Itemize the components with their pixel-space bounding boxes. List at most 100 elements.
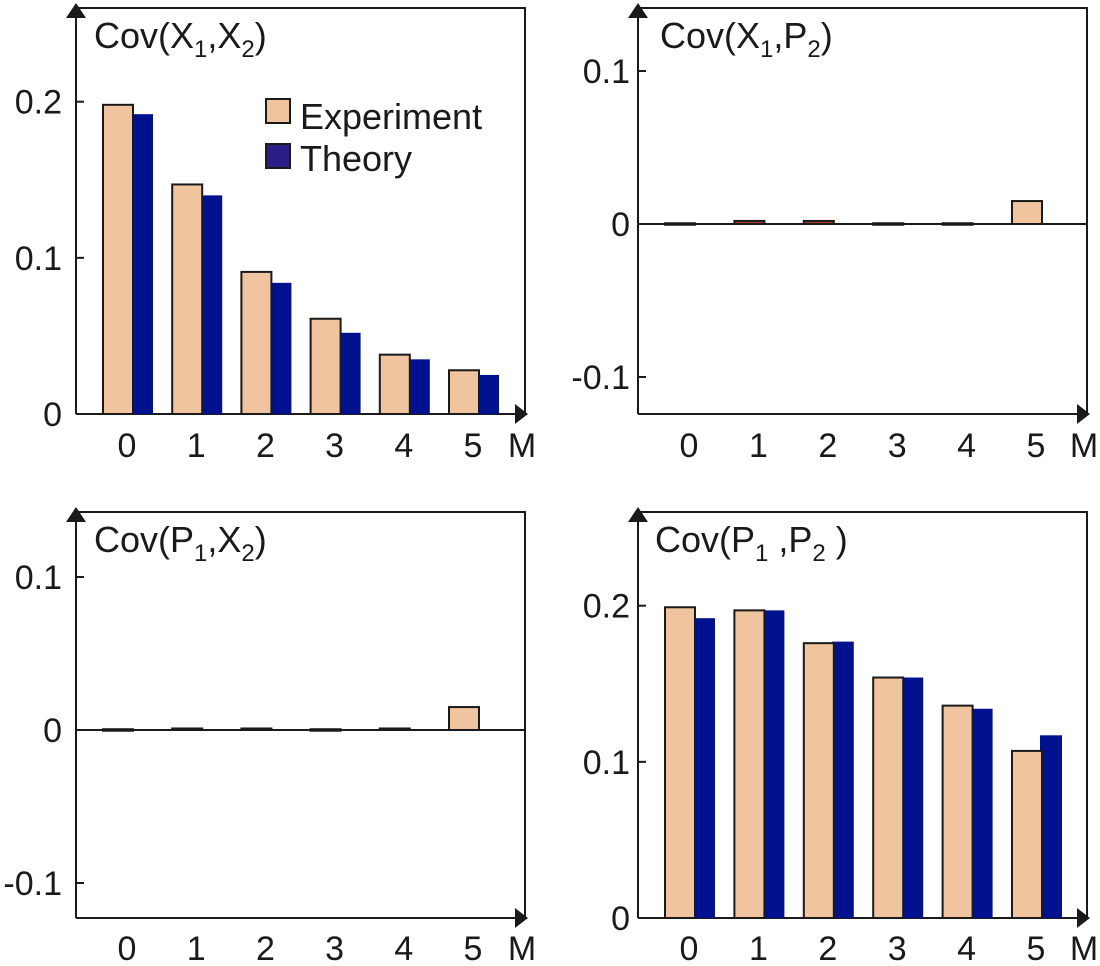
x-tick-label: 5 bbox=[464, 930, 483, 966]
x-axis-label: M bbox=[508, 930, 536, 966]
x-tick-label: 2 bbox=[818, 930, 837, 966]
title-part: Cov(X bbox=[660, 15, 760, 56]
title-part: ) bbox=[821, 15, 833, 56]
title-part: Cov(P bbox=[94, 519, 194, 560]
y-tick-label: -0.1 bbox=[3, 865, 62, 903]
bar-experiment-5 bbox=[448, 369, 480, 415]
panel-cov-x1-p2: Cov(X1,P2)-0.100.10 1 2 3 4 5 M bbox=[571, 15, 1098, 465]
title-subscript: 2 bbox=[807, 36, 820, 63]
y-tick-label: 0.1 bbox=[15, 559, 62, 597]
x-axis-label: M bbox=[508, 427, 536, 465]
bar-experiment-2 bbox=[240, 727, 273, 731]
x-tick-label: 5 bbox=[1027, 427, 1046, 465]
title-part: ,X bbox=[207, 15, 241, 56]
bar-theory-5 bbox=[477, 374, 499, 414]
title-subscript: 1 bbox=[194, 540, 207, 567]
x-tick-label: 0 bbox=[118, 427, 137, 465]
chart-title: Cov(X1,X2) bbox=[94, 15, 267, 63]
chart-title: Cov(P1,X2) bbox=[94, 519, 267, 567]
x-tick-label: 4 bbox=[394, 427, 413, 465]
x-tick-label: 5 bbox=[1027, 930, 1046, 966]
x-tick-label: 1 bbox=[749, 930, 768, 966]
x-tick-label: 1 bbox=[187, 930, 206, 966]
bar-experiment-2 bbox=[802, 219, 835, 226]
x-tick-label: 1 bbox=[749, 427, 768, 465]
y-tick-label: 0.1 bbox=[583, 53, 630, 91]
y-tick-label: -0.1 bbox=[571, 359, 630, 397]
bar-experiment-1 bbox=[733, 609, 766, 920]
bar-experiment-0 bbox=[664, 606, 696, 919]
panel-cov-p1-p2: Cov(P1 ,P2 )00.10.20 1 2 3 4 5 M bbox=[583, 519, 1098, 966]
y-tick-label: 0.2 bbox=[583, 588, 630, 626]
title-part: Cov(P bbox=[655, 519, 755, 560]
x-tick-label: 3 bbox=[888, 930, 907, 966]
panel-cov-p1-x2: Cov(P1,X2) -0.1 0 0.1 0 1 2 3 4 5 M bbox=[3, 519, 536, 966]
y-tick-label: 0 bbox=[43, 396, 62, 434]
x-axis-label: M bbox=[1070, 427, 1098, 465]
y-tick-label: 0.1 bbox=[583, 744, 630, 782]
y-tick-label: 0 bbox=[611, 900, 630, 938]
bar-experiment-4 bbox=[378, 353, 411, 415]
chart-title: Cov(P1 ,P2 ) bbox=[655, 519, 848, 567]
panel-frames bbox=[66, 3, 1090, 928]
bar-experiment-5 bbox=[1011, 200, 1043, 226]
y-tick-label: 0.1 bbox=[15, 240, 62, 278]
legend-label-experiment: Experiment bbox=[300, 96, 482, 137]
bar-experiment-4 bbox=[941, 704, 974, 920]
title-subscript: 1 bbox=[194, 36, 207, 63]
bar-experiment-4 bbox=[378, 727, 411, 731]
bar-experiment-0 bbox=[664, 222, 696, 226]
x-tick-label: 2 bbox=[256, 930, 275, 966]
bar-experiment-1 bbox=[733, 219, 766, 226]
bar-theory-2 bbox=[269, 282, 292, 414]
bar-theory-3 bbox=[338, 332, 361, 414]
bar-theory-4 bbox=[970, 708, 993, 918]
bar-theory-3 bbox=[901, 677, 924, 918]
bar-experiment-4 bbox=[941, 222, 974, 226]
x-tick-label: 2 bbox=[818, 427, 837, 465]
y-tick-label: 0 bbox=[43, 712, 62, 750]
title-part: ) bbox=[255, 15, 267, 56]
bar-theory-2 bbox=[831, 641, 854, 918]
title-part: ,P bbox=[768, 519, 812, 560]
bar-theory-1 bbox=[762, 610, 785, 918]
bar-experiment-0 bbox=[102, 103, 134, 415]
panel-cov-x1-x2: Cov(X1,X2)00.10.20 1 2 3 4 5 M bbox=[15, 15, 536, 465]
x-tick-label: 1 bbox=[187, 427, 206, 465]
x-tick-label: 0 bbox=[680, 427, 699, 465]
title-part: ) bbox=[826, 519, 848, 560]
legend: Experiment Theory bbox=[265, 96, 482, 179]
bar-theory-0 bbox=[131, 114, 153, 414]
legend-swatch-experiment bbox=[265, 98, 291, 124]
legend-label-theory: Theory bbox=[300, 138, 412, 179]
bar-experiment-5 bbox=[1011, 749, 1043, 920]
y-tick-label: 0.2 bbox=[15, 84, 62, 122]
bar-experiment-2 bbox=[802, 642, 835, 920]
title-subscript: 1 bbox=[755, 540, 768, 567]
y-tick-label: 0 bbox=[611, 206, 630, 244]
title-part: Cov(X bbox=[94, 15, 194, 56]
title-part: ,X bbox=[207, 519, 241, 560]
title-subscript: 1 bbox=[760, 36, 773, 63]
x-tick-label: 3 bbox=[325, 930, 344, 966]
bar-theory-1 bbox=[200, 195, 223, 414]
x-tick-label: 4 bbox=[394, 930, 413, 966]
x-tick-label: 4 bbox=[957, 427, 976, 465]
bar-experiment-1 bbox=[171, 183, 204, 415]
bar-experiment-3 bbox=[872, 676, 905, 919]
bar-experiment-3 bbox=[872, 222, 905, 226]
x-tick-label: 5 bbox=[464, 427, 483, 465]
x-tick-label: 3 bbox=[325, 427, 344, 465]
x-tick-label: 4 bbox=[957, 930, 976, 966]
bar-experiment-1 bbox=[171, 727, 204, 731]
chart-title: Cov(X1,P2) bbox=[660, 15, 833, 63]
title-part: ,P bbox=[773, 15, 807, 56]
bar-theory-5 bbox=[1040, 735, 1062, 918]
title-subscript: 2 bbox=[241, 540, 254, 567]
legend-swatch-theory bbox=[265, 143, 291, 169]
x-tick-label: 0 bbox=[118, 930, 137, 966]
bar-experiment-3 bbox=[309, 317, 342, 415]
bar-experiment-5 bbox=[448, 706, 480, 731]
